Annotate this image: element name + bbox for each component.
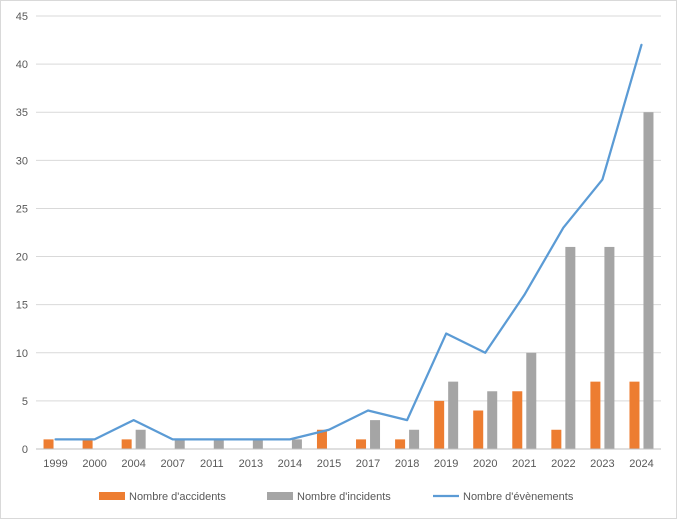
legend-label: Nombre d'incidents bbox=[297, 491, 391, 503]
y-tick-label: 10 bbox=[16, 348, 28, 360]
gridlines bbox=[36, 15, 661, 450]
bar-incidents bbox=[252, 439, 263, 449]
x-tick-label: 2015 bbox=[317, 458, 341, 470]
x-tick-label: 2014 bbox=[278, 458, 302, 470]
bar-accidents bbox=[356, 439, 367, 449]
x-tick-label: 2013 bbox=[239, 458, 263, 470]
y-axis: 0 5 10 15 20 25 30 35 40 45 bbox=[16, 11, 28, 456]
x-tick-label: 2019 bbox=[434, 458, 458, 470]
bar-accidents bbox=[590, 381, 601, 449]
bar-incidents bbox=[213, 439, 224, 449]
x-tick-label: 2000 bbox=[82, 458, 106, 470]
y-tick-label: 25 bbox=[16, 203, 28, 215]
x-tick-label: 2024 bbox=[629, 458, 653, 470]
y-tick-label: 0 bbox=[22, 444, 28, 456]
y-tick-label: 20 bbox=[16, 252, 28, 264]
legend-swatch bbox=[99, 492, 125, 500]
bar-incidents bbox=[174, 439, 185, 449]
event-line bbox=[54, 43, 643, 441]
y-tick-label: 45 bbox=[16, 11, 28, 23]
bar-accidents bbox=[43, 439, 54, 449]
bar-incidents bbox=[370, 420, 381, 449]
y-tick-label: 5 bbox=[22, 396, 28, 408]
bar-accidents bbox=[473, 410, 484, 449]
bar-incidents bbox=[565, 246, 576, 449]
legend-label: Nombre d'accidents bbox=[129, 491, 226, 503]
y-tick-label: 30 bbox=[16, 155, 28, 167]
bar-incidents bbox=[448, 381, 459, 449]
line-events bbox=[54, 43, 643, 441]
bar-incidents bbox=[487, 391, 498, 449]
bar-accidents bbox=[316, 429, 327, 449]
bar-accidents bbox=[629, 381, 640, 449]
y-tick-label: 40 bbox=[16, 59, 28, 71]
bar-accidents bbox=[82, 439, 93, 449]
x-axis: 1999 2000 2004 2007 2011 2013 2014 2015 2017 2018… bbox=[36, 448, 661, 470]
x-tick-label: 2011 bbox=[200, 458, 224, 470]
bar-accidents bbox=[121, 439, 132, 449]
legend: Nombre d'accidents Nombre d'incidents Nomb… bbox=[99, 491, 574, 503]
x-tick-label: 2022 bbox=[551, 458, 575, 470]
bar-accidents bbox=[512, 391, 523, 449]
bar-incidents bbox=[526, 352, 537, 449]
bar-incidents bbox=[604, 246, 615, 449]
x-tick-label: 2004 bbox=[121, 458, 145, 470]
x-tick-label: 2020 bbox=[473, 458, 497, 470]
bars bbox=[43, 112, 654, 449]
bar-accidents bbox=[434, 400, 445, 449]
bar-accidents bbox=[551, 429, 562, 449]
bar-incidents bbox=[643, 112, 654, 449]
bar-accidents bbox=[395, 439, 406, 449]
bar-incidents bbox=[135, 429, 146, 449]
bar-incidents bbox=[291, 439, 302, 449]
x-tick-label: 2018 bbox=[395, 458, 419, 470]
y-tick-label: 15 bbox=[16, 300, 28, 312]
legend-label: Nombre d'évènements bbox=[463, 491, 574, 503]
y-tick-label: 35 bbox=[16, 107, 28, 119]
x-tick-label: 2023 bbox=[590, 458, 614, 470]
x-tick-label: 1999 bbox=[43, 458, 67, 470]
legend-swatch bbox=[267, 492, 293, 500]
x-tick-label: 2017 bbox=[356, 458, 380, 470]
x-tick-label: 2021 bbox=[512, 458, 536, 470]
bar-incidents bbox=[409, 429, 420, 449]
x-tick-label: 2007 bbox=[160, 458, 184, 470]
